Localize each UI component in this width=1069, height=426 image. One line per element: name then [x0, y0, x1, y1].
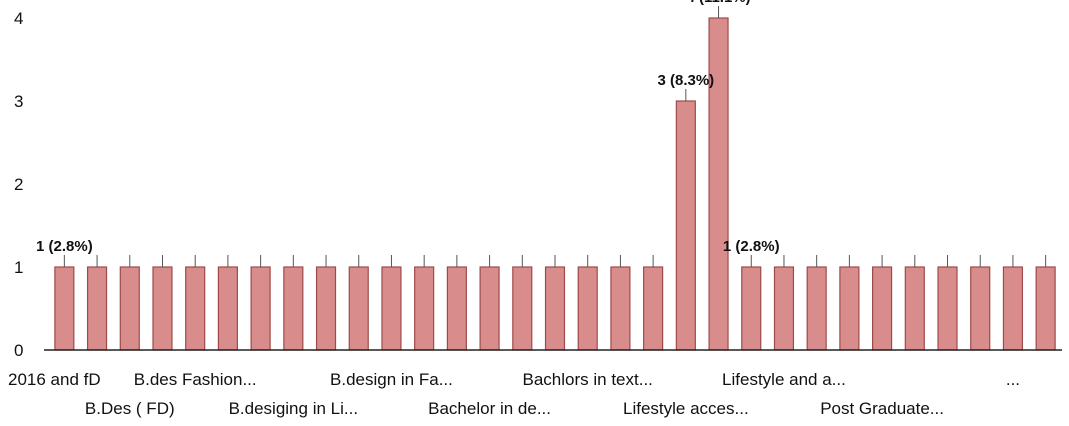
category-label-10: B.design in Fa...	[330, 370, 453, 389]
y-axis-ticks: 0 1 2 3 4	[14, 9, 23, 360]
category-label-19: Lifestyle acces...	[623, 399, 749, 418]
category-label-13: Bachelor in de...	[428, 399, 551, 418]
y-tick-label-3: 3	[14, 92, 23, 111]
category-label-16: Bachlors in text...	[523, 370, 653, 389]
bar-23	[806, 266, 827, 351]
bar-28	[970, 266, 991, 351]
bar-15	[544, 266, 566, 351]
category-labels: 2016 and fD B.Des ( FD) B.des Fashion... B.…	[8, 370, 1020, 418]
data-labels: 1 (2.8%) 3 (8.3%) 4 (11.1%) 1 (2.8%)	[36, 0, 780, 255]
bar-6	[250, 266, 271, 351]
bar-21	[741, 266, 762, 351]
data-label-0: 1 (2.8%)	[36, 238, 93, 255]
bar-30	[1035, 266, 1056, 351]
bar-5	[217, 266, 238, 351]
category-label-25: Post Graduate...	[820, 399, 944, 418]
bar-26	[904, 266, 925, 351]
data-label-19: 3 (8.3%)	[657, 72, 714, 89]
bar-3	[152, 266, 173, 351]
bar-0	[54, 266, 75, 351]
bar-14	[512, 266, 533, 351]
bar-4	[185, 266, 206, 351]
category-label-22: Lifestyle and a...	[722, 370, 846, 389]
category-label-2: B.Des ( FD)	[85, 399, 175, 418]
bar-19	[675, 100, 696, 351]
bar-22	[773, 266, 795, 351]
bar-16	[577, 266, 598, 351]
bar-7	[283, 266, 304, 351]
bar-11	[414, 266, 435, 351]
bar-10	[381, 266, 402, 351]
bar-8	[315, 266, 337, 351]
bars	[54, 6, 1056, 351]
category-label-0: 2016 and fD	[8, 370, 101, 389]
bar-13	[479, 266, 500, 351]
bar-29	[1002, 266, 1024, 351]
data-label-20: 4 (11.1%)	[686, 0, 750, 6]
bar-18	[643, 266, 664, 351]
y-tick-label-4: 4	[14, 9, 23, 28]
y-tick-label-0: 0	[14, 341, 23, 360]
bar-1	[86, 266, 108, 351]
bar-12	[446, 266, 467, 351]
bar-9	[348, 266, 369, 351]
bar-17	[610, 266, 631, 351]
bar-2	[119, 266, 140, 351]
bar-20	[708, 17, 729, 351]
data-label-21: 1 (2.8%)	[723, 238, 780, 255]
y-tick-label-2: 2	[14, 175, 23, 194]
y-tick-label-1: 1	[14, 258, 23, 277]
category-label-7: B.desiging in Li...	[229, 399, 358, 418]
bar-25	[872, 266, 893, 351]
bar-24	[839, 266, 860, 351]
bar-27	[937, 266, 958, 351]
category-label-4: B.des Fashion...	[134, 370, 257, 389]
category-label-29: ...	[1006, 370, 1020, 389]
